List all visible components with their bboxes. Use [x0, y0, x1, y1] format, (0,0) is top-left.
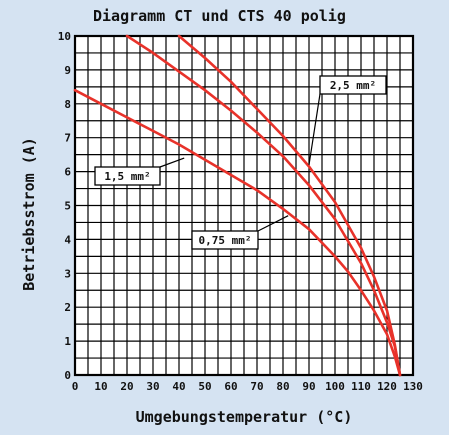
series-line	[73, 88, 402, 377]
series-layer	[73, 34, 402, 377]
x-tick-label: 60	[224, 380, 237, 393]
y-axis-label: Betriebsstrom (A)	[20, 137, 38, 291]
annotation-label: 0,75 mm²	[199, 234, 252, 247]
y-tick-label: 2	[64, 301, 71, 314]
annotation-label: 2,5 mm²	[330, 79, 376, 92]
y-tick-label: 9	[64, 64, 71, 77]
y-tick-label: 10	[58, 30, 71, 43]
annotation-layer: 2,5 mm² 1,5 mm² 0,75 mm²	[94, 75, 387, 250]
x-tick-label: 40	[172, 380, 185, 393]
x-tick-label: 130	[403, 380, 423, 393]
x-tick-labels: 0 10 20 30 40 50 60 70 80 90 100 110 120 130	[72, 380, 423, 393]
y-tick-label: 3	[64, 267, 71, 280]
x-tick-label: 80	[276, 380, 289, 393]
y-tick-label: 8	[64, 98, 71, 111]
x-tick-label: 100	[325, 380, 345, 393]
x-tick-label: 30	[146, 380, 159, 393]
x-tick-label: 10	[94, 380, 107, 393]
x-tick-label: 20	[120, 380, 133, 393]
y-tick-labels: 0 1 2 3 4 5 6 7 8 9 10	[58, 30, 72, 382]
x-tick-label: 0	[72, 380, 79, 393]
x-tick-label: 70	[250, 380, 263, 393]
y-tick-label: 6	[64, 166, 71, 179]
series-line	[125, 34, 402, 377]
x-tick-label: 90	[302, 380, 315, 393]
annotation-box	[191, 230, 259, 250]
annotation-box	[319, 75, 387, 95]
plot-frame	[73, 34, 415, 377]
y-tick-label: 5	[64, 200, 71, 213]
chart-title: Diagramm CT und CTS 40 polig	[93, 7, 346, 25]
x-tick-label: 50	[198, 380, 211, 393]
annotation-leader	[159, 157, 185, 168]
x-tick-label: 110	[351, 380, 371, 393]
axes-frame	[73, 34, 415, 377]
y-tick-label: 0	[64, 369, 71, 382]
y-tick-label: 7	[64, 132, 71, 145]
annotation-box	[94, 166, 161, 186]
x-axis-label: Umgebungstemperatur (°C)	[136, 408, 353, 426]
annotation-leader	[257, 215, 289, 232]
series-line	[177, 34, 402, 377]
annotation-label: 1,5 mm²	[104, 170, 150, 183]
annotation-leader	[308, 93, 321, 165]
x-tick-label: 120	[377, 380, 397, 393]
y-tick-label: 4	[64, 233, 71, 246]
y-tick-label: 1	[64, 335, 71, 348]
